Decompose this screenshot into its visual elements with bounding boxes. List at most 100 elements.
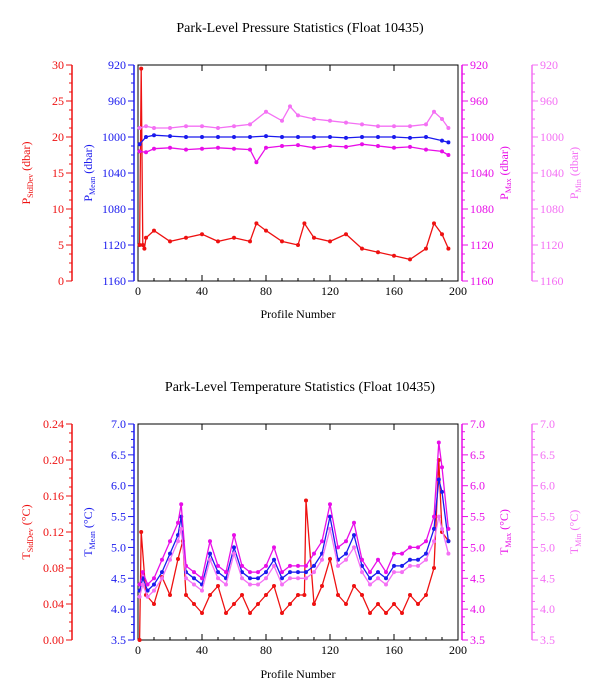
temperature-stddev-point [200, 611, 204, 615]
pressure-min-point [216, 126, 220, 130]
temperature-max-point [216, 563, 220, 568]
temperature-x-tick-label: 120 [321, 643, 339, 657]
pressure-mean-point [232, 135, 236, 139]
pressure-max-point [408, 144, 412, 149]
temperature-stddev-point [240, 593, 244, 597]
pressure-max-point [360, 142, 364, 147]
temperature-mean-point [192, 576, 196, 581]
temperature-stddev-point [192, 602, 196, 606]
temperature-stddev-point [368, 611, 372, 615]
temperature-min-point [384, 582, 388, 587]
temperature-mean-point [432, 526, 436, 531]
temperature-stddev-tick-label: 0.16 [43, 489, 64, 503]
pressure-min-tick-label: 1040 [540, 166, 564, 180]
temperature-min-point [140, 582, 145, 587]
temperature-stddev-point [328, 557, 332, 561]
pressure-mean-point [344, 135, 348, 140]
pressure-min-tick-label: 1080 [540, 202, 564, 216]
temperature-max-point [140, 570, 145, 575]
pressure-mean-point [424, 135, 428, 139]
pressure-mean-tick-label: 960 [108, 94, 126, 108]
temperature-stddev-axis-title: TStdDev (°C) [19, 504, 35, 559]
temperature-max-point [392, 551, 396, 556]
pressure-mean-point [446, 140, 451, 145]
pressure-x-tick-label: 160 [385, 284, 403, 298]
temperature-min-point [320, 557, 324, 562]
pressure-stddev-point [432, 221, 436, 226]
pressure-min-point [168, 126, 172, 130]
temperature-min-point [336, 563, 340, 568]
pressure-stddev-point [140, 243, 145, 247]
temperature-max-point [264, 563, 268, 568]
pressure-min-point [288, 104, 292, 109]
temperature-max-point [304, 563, 308, 568]
pressure-stddev-point [168, 239, 172, 244]
pressure-min-point [424, 122, 428, 127]
temperature-min-point [432, 539, 436, 544]
temperature-stddev-tick-label: 0.20 [43, 453, 64, 467]
pressure-min-point [446, 126, 451, 130]
temperature-stddev-point [216, 584, 220, 588]
pressure-mean-tick-label: 1120 [102, 238, 126, 252]
pressure-min-tick-label: 920 [540, 58, 558, 72]
pressure-mean-point [200, 135, 204, 139]
temperature-max-point [288, 563, 292, 568]
pressure-series-mean [137, 133, 451, 147]
pressure-max-axis: 1160 1120 1080 1040 1000 960 920 PMax (dbar) [461, 58, 513, 288]
temperature-mean-tick-label: 5.0 [111, 540, 126, 554]
temperature-mean-point [440, 489, 444, 494]
temperature-mean-point [376, 570, 380, 575]
temperature-min-point [416, 563, 420, 568]
pressure-stddev-tick-label: 0 [58, 274, 64, 288]
pressure-x-tick-label: 200 [449, 284, 467, 298]
temperature-max-tick-label: 7.0 [470, 417, 485, 431]
temperature-stddev-point [264, 593, 268, 597]
pressure-mean-axis-title: PMean (dbar) [81, 144, 97, 201]
pressure-max-tick-label: 1120 [470, 238, 494, 252]
temperature-max-point [179, 502, 184, 507]
pressure-x-tick-label: 120 [321, 284, 339, 298]
pressure-plot-frame [137, 64, 459, 282]
pressure-y-axes: 0 5 10 15 20 25 30 PStdDev (dbar) 1160 1120 1080 10… [19, 58, 583, 288]
pressure-stddev-point [137, 243, 142, 247]
temperature-stddev-point [168, 593, 172, 597]
pressure-min-axis-title: PMin (dbar) [567, 147, 583, 199]
temperature-x-tick-label: 80 [260, 643, 272, 657]
temperature-min-point [368, 582, 372, 587]
temperature-max-point [160, 557, 164, 562]
temperature-min-point [360, 570, 364, 575]
temperature-max-point [424, 539, 428, 544]
pressure-max-tick-label: 1000 [470, 130, 494, 144]
pressure-stddev-point [360, 246, 364, 251]
pressure-max-line [139, 143, 449, 164]
pressure-mean-point [392, 135, 396, 139]
temperature-stddev-point [376, 602, 380, 606]
pressure-mean-point [296, 135, 300, 139]
temperature-mean-point [344, 551, 348, 556]
temperature-max-point [384, 570, 388, 575]
temperature-min-point [216, 576, 220, 581]
temperature-x-tick-label: 200 [449, 643, 467, 657]
pressure-mean-tick-label: 1040 [102, 166, 126, 180]
temperature-stddev-tick-label: 0.00 [43, 633, 64, 647]
temperature-min-point [344, 557, 348, 562]
temperature-min-point [184, 576, 188, 581]
pressure-max-point [392, 145, 396, 150]
temperature-stddev-point [344, 602, 348, 606]
temperature-stddev-tick-label: 0.12 [43, 525, 64, 539]
temperature-max-point [336, 545, 340, 550]
temperature-series-min [137, 514, 451, 599]
temperature-max-point [168, 539, 172, 544]
pressure-max-point [152, 146, 156, 151]
pressure-x-tick-label: 40 [196, 284, 208, 298]
pressure-mean-axis: 1160 1120 1080 1040 1000 960 920 PMean (dbar) [81, 58, 135, 288]
temperature-min-point [304, 576, 308, 581]
temperature-max-line [138, 442, 450, 586]
pressure-x-axis: 0 40 80 120 160 200 [135, 65, 467, 298]
temperature-min-point [408, 563, 412, 568]
temperature-max-point [440, 465, 444, 470]
pressure-mean-point [360, 135, 364, 139]
temperature-max-point [368, 570, 372, 575]
temperature-mean-tick-label: 6.0 [111, 479, 126, 493]
